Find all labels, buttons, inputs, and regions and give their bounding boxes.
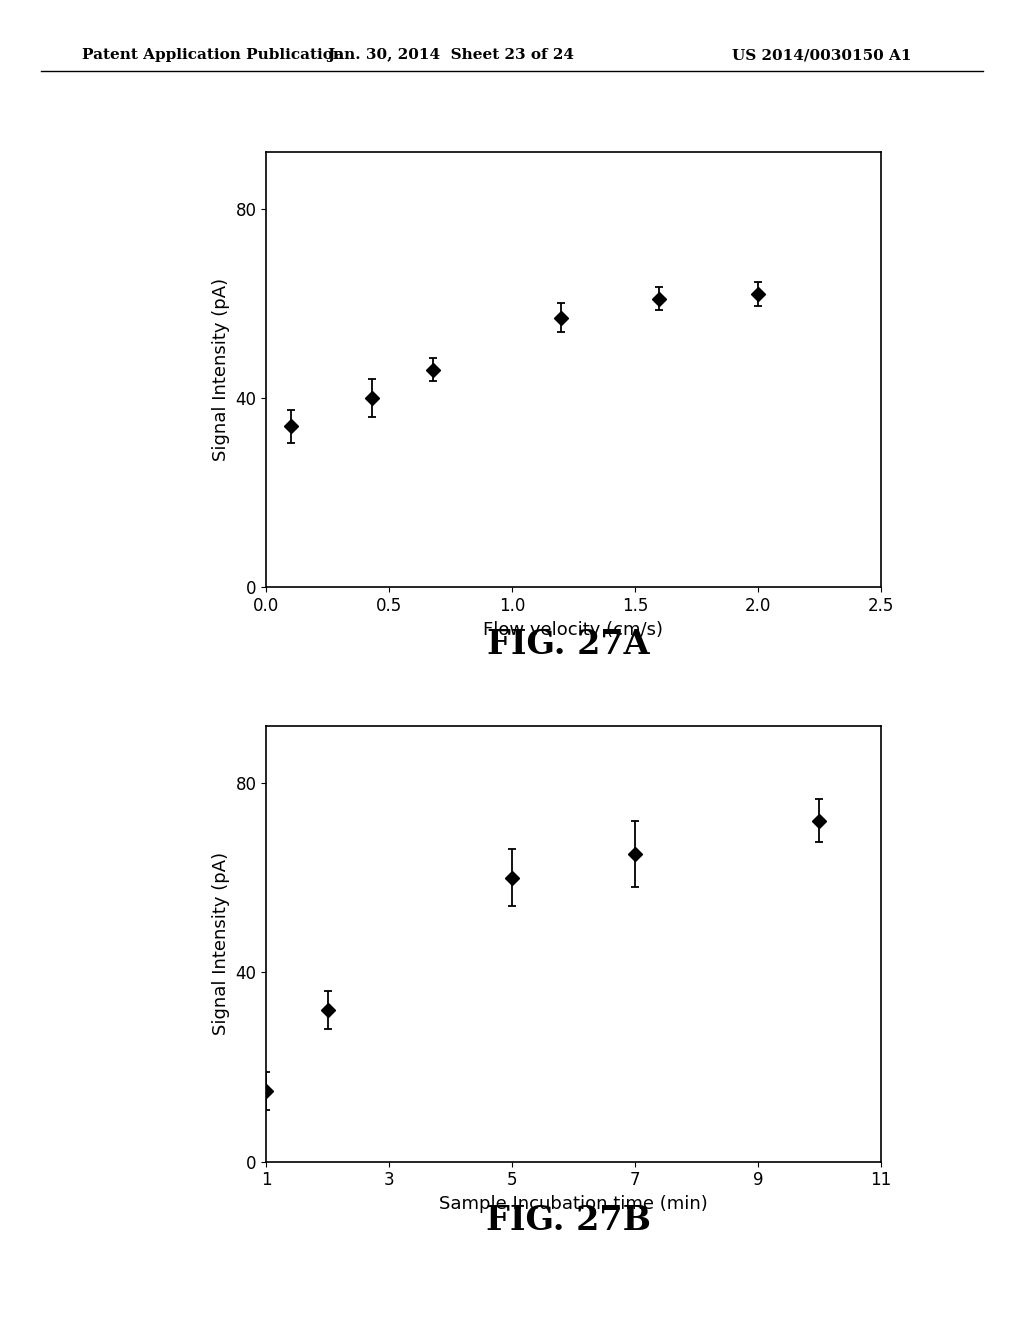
Text: US 2014/0030150 A1: US 2014/0030150 A1 [732, 49, 911, 62]
Text: FIG. 27A: FIG. 27A [487, 627, 649, 660]
Text: FIG. 27B: FIG. 27B [485, 1204, 651, 1238]
Y-axis label: Signal Intensity (pA): Signal Intensity (pA) [212, 279, 230, 461]
Y-axis label: Signal Intensity (pA): Signal Intensity (pA) [212, 853, 230, 1035]
Text: Jan. 30, 2014  Sheet 23 of 24: Jan. 30, 2014 Sheet 23 of 24 [327, 49, 574, 62]
X-axis label: Sample Incubation time (min): Sample Incubation time (min) [439, 1195, 708, 1213]
X-axis label: Flow velocity (cm/s): Flow velocity (cm/s) [483, 620, 664, 639]
Text: Patent Application Publication: Patent Application Publication [82, 49, 344, 62]
